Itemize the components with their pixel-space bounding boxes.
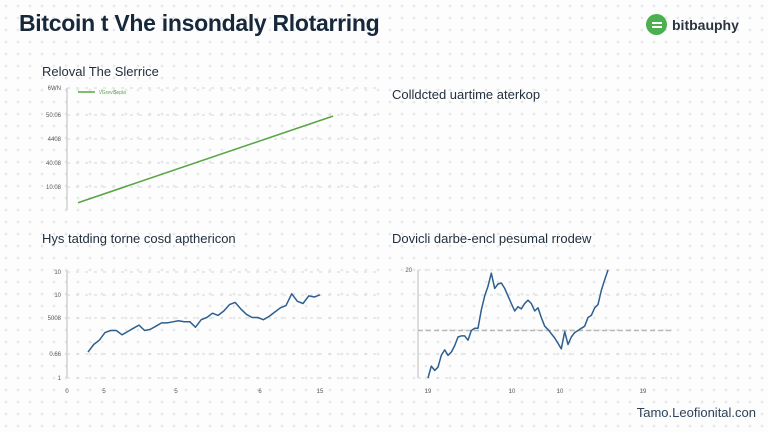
x-tick-label: 10 [557,389,564,395]
x-tick-label: 5 [102,389,106,395]
y-tick-label: 6WN [48,86,61,92]
logo-text: bitbauphy [672,16,739,33]
series-line [87,293,321,353]
y-tick-label: 50.06 [46,113,62,119]
y-tick-label: 5008 [48,316,62,322]
y-tick-label: 4408 [48,137,62,143]
y-tick-label: 1 [58,376,62,382]
chart1: 6WN 50.06 4408 40.08 10.08 \/Grevi$epla [46,86,380,210]
y-tick-label: 10 [54,270,61,276]
legend-label: \/Grevi$epla [99,90,126,96]
x-tick-label: 19 [425,389,432,395]
brand-logo: bitbauphy [646,14,739,35]
x-tick-label: 19 [640,389,647,395]
chart1-title: Reloval The Slerrice [42,64,159,79]
chart4: 20 19 10 10 19 [405,268,672,395]
logo-icon [646,14,667,35]
y-tick-label: 10.08 [46,185,62,191]
x-tick-label: 0 [65,389,69,395]
footer-source: Tamo.Leofionital.con [636,405,756,420]
y-tick-label: 10 [54,293,61,299]
chart3-title: Hys tatding torne cosd apthericon [42,231,236,246]
y-tick-label: 20 [405,268,412,274]
x-tick-label: 6 [258,389,262,395]
page-title: Bitcoin t Vhe insondaly Rlotarring [19,10,380,36]
chart2-title: Colldcted uartime aterkop [392,87,541,102]
y-tick-label: 0.66 [49,352,61,358]
series-line [427,269,609,379]
chart4-title: Dovicli darbe-encl pesumal rrodew [392,231,592,246]
x-tick-label: 10 [509,389,516,395]
y-tick-label: 40.08 [46,161,62,167]
x-tick-label: 5 [174,389,178,395]
series-line [77,115,334,204]
x-tick-label: 15 [317,389,324,395]
